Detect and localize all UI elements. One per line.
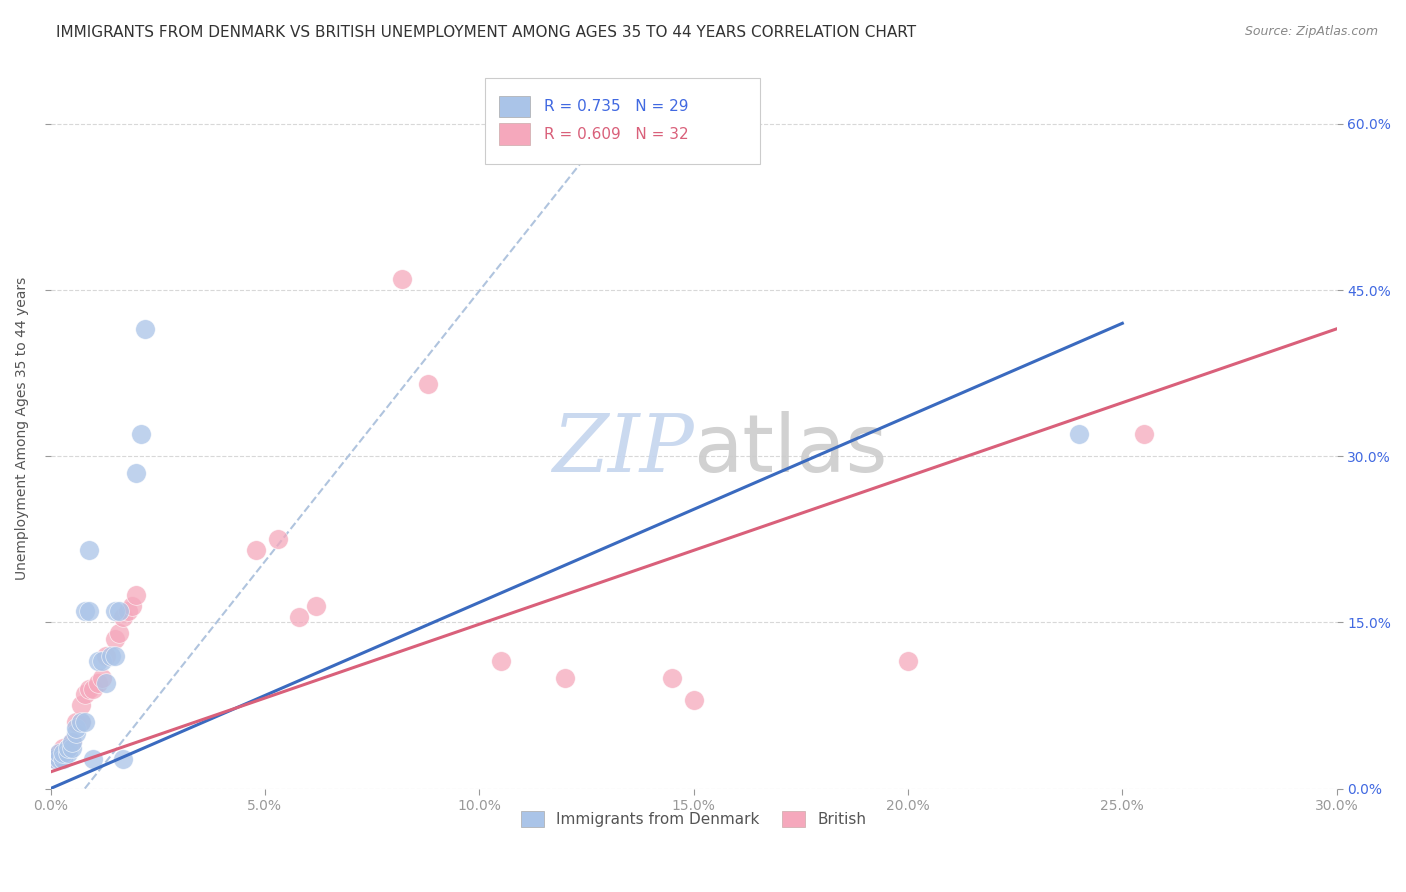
Point bbox=[86, 654, 108, 668]
Point bbox=[77, 604, 100, 618]
Point bbox=[391, 272, 413, 286]
Point bbox=[69, 698, 91, 713]
Point bbox=[1133, 427, 1156, 442]
Legend: Immigrants from Denmark, British: Immigrants from Denmark, British bbox=[513, 804, 875, 835]
Point bbox=[69, 714, 91, 729]
Point bbox=[245, 543, 267, 558]
Point bbox=[52, 740, 75, 755]
Point bbox=[112, 751, 135, 765]
Point bbox=[96, 648, 118, 663]
Text: atlas: atlas bbox=[693, 411, 889, 489]
Point bbox=[554, 671, 576, 685]
Point bbox=[91, 671, 114, 685]
Point bbox=[897, 654, 920, 668]
Point bbox=[56, 740, 79, 755]
Point bbox=[91, 654, 114, 668]
Point bbox=[82, 681, 104, 696]
Point bbox=[52, 746, 75, 760]
Point bbox=[65, 714, 87, 729]
Y-axis label: Unemployment Among Ages 35 to 44 years: Unemployment Among Ages 35 to 44 years bbox=[15, 277, 30, 580]
Point bbox=[125, 466, 148, 480]
Point bbox=[60, 735, 83, 749]
Point bbox=[82, 751, 104, 765]
Point bbox=[112, 610, 135, 624]
Point bbox=[129, 427, 152, 442]
Point bbox=[77, 543, 100, 558]
Point bbox=[44, 751, 66, 765]
Text: Source: ZipAtlas.com: Source: ZipAtlas.com bbox=[1244, 25, 1378, 38]
Point bbox=[125, 588, 148, 602]
Point bbox=[86, 676, 108, 690]
Point bbox=[73, 714, 96, 729]
Point bbox=[104, 604, 127, 618]
Text: R = 0.735   N = 29: R = 0.735 N = 29 bbox=[544, 99, 689, 114]
Point bbox=[305, 599, 328, 613]
Text: IMMIGRANTS FROM DENMARK VS BRITISH UNEMPLOYMENT AMONG AGES 35 TO 44 YEARS CORREL: IMMIGRANTS FROM DENMARK VS BRITISH UNEMP… bbox=[56, 25, 917, 40]
Point bbox=[416, 377, 439, 392]
Point bbox=[60, 740, 83, 755]
FancyBboxPatch shape bbox=[499, 95, 530, 118]
FancyBboxPatch shape bbox=[499, 123, 530, 145]
Point bbox=[48, 751, 70, 765]
Point bbox=[44, 751, 66, 765]
Point bbox=[56, 740, 79, 755]
Point bbox=[117, 604, 139, 618]
Point bbox=[682, 693, 704, 707]
Point bbox=[104, 648, 127, 663]
Text: ZIP: ZIP bbox=[553, 411, 693, 489]
Point bbox=[121, 599, 143, 613]
Text: R = 0.609   N = 32: R = 0.609 N = 32 bbox=[544, 127, 689, 142]
Point bbox=[77, 681, 100, 696]
Point bbox=[65, 726, 87, 740]
Point bbox=[104, 632, 127, 646]
Point bbox=[288, 610, 311, 624]
Point bbox=[108, 604, 131, 618]
Point bbox=[60, 735, 83, 749]
Point bbox=[48, 746, 70, 760]
Point bbox=[1069, 427, 1091, 442]
Point bbox=[661, 671, 683, 685]
FancyBboxPatch shape bbox=[485, 78, 761, 163]
Point bbox=[96, 676, 118, 690]
Point bbox=[56, 746, 79, 760]
Point bbox=[52, 751, 75, 765]
Point bbox=[489, 654, 512, 668]
Point bbox=[69, 714, 91, 729]
Point bbox=[73, 604, 96, 618]
Point bbox=[267, 533, 290, 547]
Point bbox=[65, 721, 87, 735]
Point bbox=[48, 746, 70, 760]
Point bbox=[73, 687, 96, 701]
Point bbox=[100, 648, 122, 663]
Point bbox=[108, 626, 131, 640]
Point bbox=[134, 322, 156, 336]
